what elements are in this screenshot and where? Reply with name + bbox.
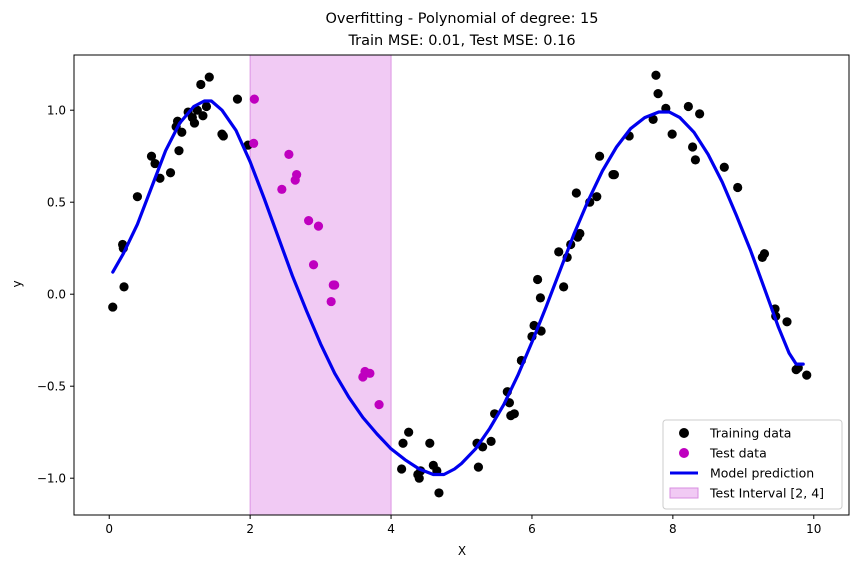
chart-subtitle: Train MSE: 0.01, Test MSE: 0.16 (347, 33, 575, 49)
y-axis: −1.0 −0.5 0.0 0.5 1.0 (37, 104, 74, 486)
legend: Training data Test data Model prediction… (662, 419, 843, 510)
training-point (232, 94, 243, 104)
training-point (594, 151, 605, 161)
y-tick-label: 0.5 (47, 196, 66, 210)
training-point (486, 436, 496, 446)
x-tick-label: 4 (387, 522, 395, 536)
training-point (667, 129, 677, 139)
training-point (132, 192, 143, 202)
test-point (277, 184, 287, 194)
training-point (559, 282, 569, 292)
training-point (782, 317, 792, 327)
training-point (398, 438, 408, 448)
training-point (554, 247, 564, 257)
training-point (759, 249, 770, 259)
y-tick-label: 1.0 (47, 104, 66, 118)
test-point (308, 260, 319, 270)
legend-box (662, 419, 843, 510)
test-interval-rect (249, 54, 392, 516)
x-axis-label: X (458, 544, 466, 558)
training-point (174, 146, 184, 156)
x-axis: 0 2 4 6 8 10 (105, 515, 821, 536)
training-point (119, 282, 129, 292)
training-point (177, 127, 187, 137)
test-interval-band (249, 54, 392, 516)
training-point (192, 105, 202, 115)
test-point (326, 296, 336, 307)
training-point (155, 173, 165, 183)
training-point (802, 370, 812, 380)
x-tick-label: 8 (669, 522, 677, 536)
axes-frame (73, 54, 850, 516)
training-point (434, 488, 444, 498)
training-point (733, 182, 743, 193)
training-point (535, 293, 546, 303)
training-point (414, 473, 424, 483)
training-point (201, 101, 212, 112)
y-tick-label: 0.0 (47, 288, 66, 302)
training-point (473, 462, 484, 472)
legend-model-label: Model prediction (710, 466, 814, 481)
x-tick-label: 10 (806, 522, 821, 536)
x-tick-label: 0 (105, 522, 113, 536)
model-prediction-path (111, 99, 805, 477)
test-point (249, 94, 259, 104)
training-point (683, 101, 693, 112)
training-point (575, 228, 585, 239)
training-point (198, 111, 208, 121)
training-point (425, 438, 435, 448)
training-point (204, 72, 214, 82)
y-tick-label: −0.5 (37, 380, 66, 394)
training-point (687, 142, 698, 152)
legend-test-marker (679, 448, 689, 458)
test-point (365, 368, 375, 378)
test-point (313, 221, 324, 231)
chart-title: Overfitting - Polynomial of degree: 15 (325, 11, 598, 27)
training-point (196, 79, 206, 90)
x-tick-label: 6 (528, 522, 536, 536)
training-point (695, 109, 705, 119)
training-points (108, 70, 812, 498)
training-point (719, 162, 729, 172)
test-point (304, 216, 314, 226)
training-point (648, 114, 658, 124)
y-axis-label: y (10, 280, 24, 287)
training-point (571, 188, 581, 198)
training-point (189, 118, 200, 128)
legend-test-label: Test data (709, 446, 767, 461)
training-point (690, 155, 701, 165)
test-point (292, 170, 302, 180)
training-point (404, 427, 414, 437)
legend-interval-swatch (669, 487, 699, 499)
legend-training-label: Training data (709, 426, 791, 441)
training-point (397, 464, 407, 474)
test-point (374, 400, 384, 410)
training-point (653, 89, 663, 99)
training-point (651, 70, 661, 80)
training-point (165, 168, 176, 178)
test-point (284, 149, 294, 159)
training-point (218, 131, 228, 141)
training-point (532, 274, 543, 285)
model-prediction-line (111, 99, 805, 477)
training-point (146, 151, 157, 161)
test-point (249, 138, 259, 148)
test-point (330, 280, 340, 290)
plot-frame (73, 54, 850, 516)
training-point (592, 192, 602, 202)
training-point (150, 158, 160, 169)
y-tick-label: −1.0 (37, 472, 66, 486)
training-point (108, 302, 118, 312)
legend-training-marker (679, 428, 689, 438)
training-point (609, 170, 619, 180)
x-tick-label: 2 (246, 522, 254, 536)
legend-interval-label: Test Interval [2, 4] (709, 486, 824, 501)
test-points (249, 94, 384, 410)
training-point (509, 409, 519, 419)
